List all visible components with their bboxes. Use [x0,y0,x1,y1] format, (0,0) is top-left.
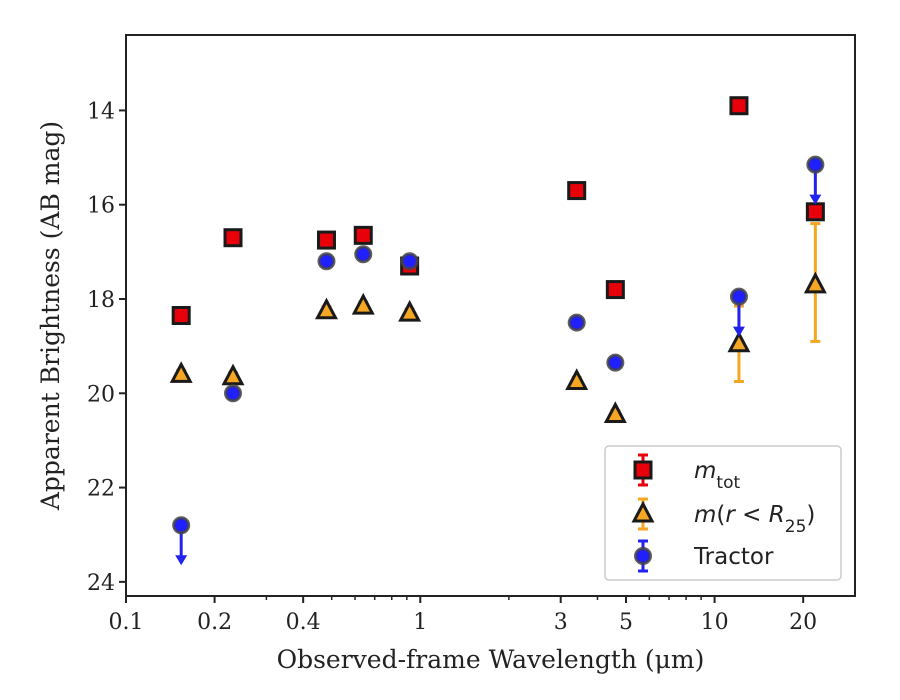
x-tick-label: 0.1 [109,610,144,635]
point-m-r25 [398,299,422,322]
legend: mtot m(r < R25) Tractor [604,445,842,581]
point-m-tot [223,228,243,248]
x-tick-label: 10 [701,610,729,635]
point-m-tot [353,225,373,245]
x-tick-label: 0.4 [286,610,321,635]
legend-marker-m-tot [633,460,653,480]
series-tractor [172,155,825,566]
legend-label-m-r25: m(r < R25) [694,502,815,537]
y-tick-label: 14 [87,99,115,124]
point-tractor [354,245,373,264]
point-tractor [806,155,825,174]
legend-marker-m-r25 [631,500,655,523]
x-tick-label: 1 [413,610,427,635]
series-m-tot [171,96,825,325]
point-m-tot [805,202,825,222]
point-tractor [224,384,243,403]
y-axis: 14 16 18 20 22 24 [87,99,126,596]
point-m-r25 [603,401,627,423]
legend-entry-m-tot: mtot [633,453,740,493]
upper-limit-arrowhead [809,194,822,205]
x-tick-label: 20 [789,610,817,635]
y-tick-label: 20 [87,382,115,407]
legend-box [604,445,842,581]
y-tick-label: 18 [87,288,115,313]
x-axis: 0.1 0.2 0.4 1 3 5 10 20 [109,596,817,635]
x-tick-label: 5 [619,610,633,635]
legend-label-tractor: Tractor [693,544,774,570]
point-m-r25 [169,361,193,383]
point-m-tot [316,230,336,250]
upper-limit-arrowhead [732,326,745,337]
x-tick-label: 3 [554,610,568,635]
plot-frame [125,34,856,597]
point-m-r25 [314,297,338,320]
point-tractor [400,252,419,271]
point-m-r25 [803,271,827,294]
point-tractor [567,313,586,332]
point-m-r25 [565,368,589,390]
point-m-r25 [351,292,375,315]
chart-marks [169,96,827,566]
x-tick-label: 0.2 [197,610,232,635]
legend-entry-tractor: Tractor [634,539,774,573]
point-m-r25 [221,363,245,386]
y-tick-label: 22 [87,477,115,502]
x-axis-label: Observed-frame Wavelength (μm) [277,645,705,674]
point-m-tot [729,96,749,116]
upper-limit-arrowhead [175,555,188,566]
point-m-tot [605,280,625,300]
legend-entry-m-r25: m(r < R25) [631,497,815,537]
point-tractor [172,516,191,535]
point-m-tot [171,306,191,325]
y-tick-label: 24 [87,571,115,596]
legend-marker-tractor [634,547,652,565]
y-axis-label: Apparent Brightness (AB mag) [36,121,65,511]
point-tractor [729,287,748,306]
point-tractor [606,353,625,372]
point-tractor [317,252,336,271]
point-m-r25 [727,330,751,353]
y-tick-label: 16 [87,194,115,219]
series-m-r25 [169,222,827,423]
legend-label-m-tot: mtot [694,458,740,493]
point-m-tot [567,181,587,201]
